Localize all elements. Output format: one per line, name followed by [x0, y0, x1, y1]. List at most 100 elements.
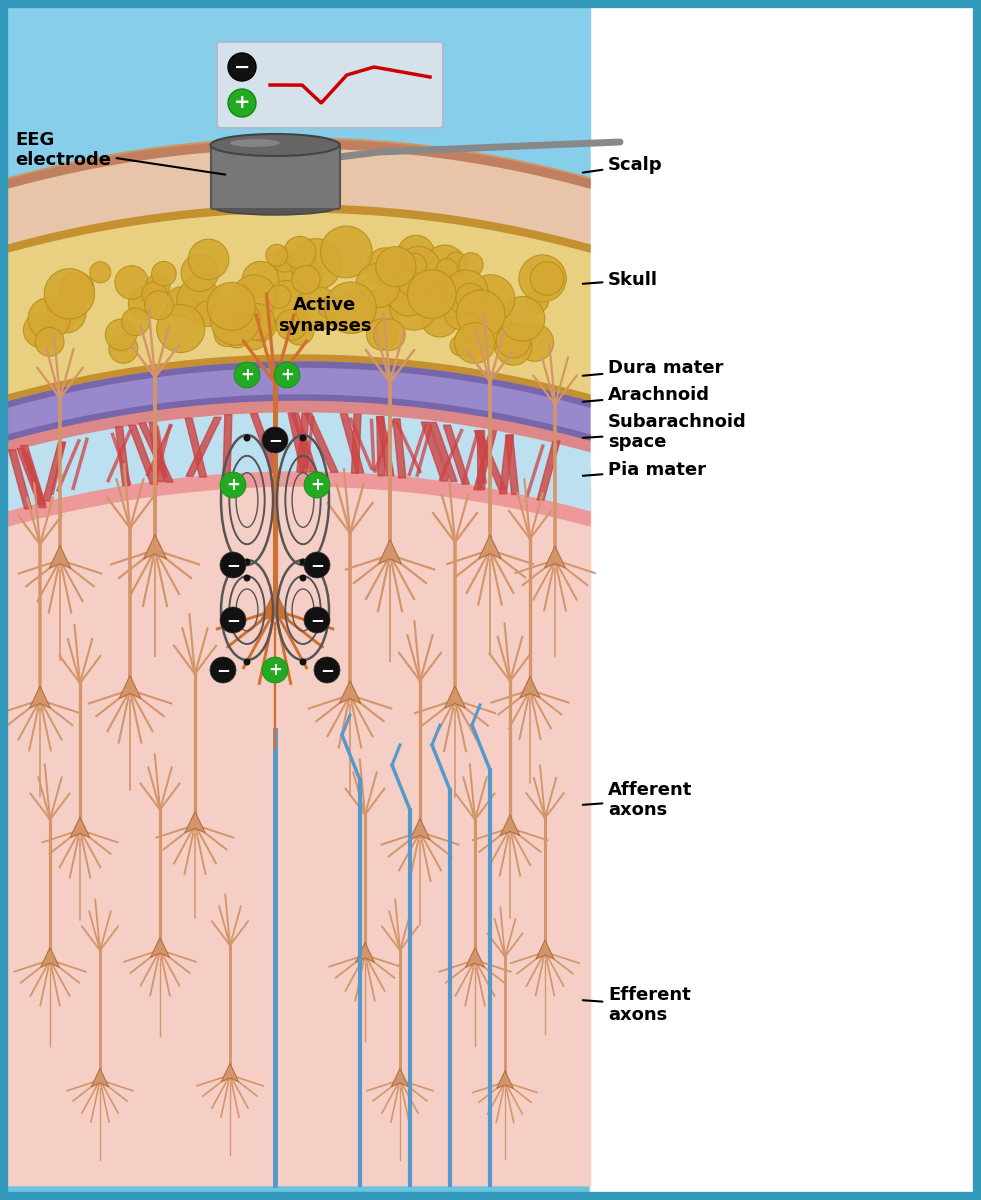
Polygon shape [474, 431, 496, 490]
Text: −: − [310, 556, 324, 574]
Polygon shape [536, 940, 554, 959]
Circle shape [387, 274, 430, 316]
Polygon shape [288, 413, 308, 472]
Polygon shape [379, 540, 401, 564]
Circle shape [304, 472, 330, 498]
Circle shape [367, 248, 404, 286]
Polygon shape [8, 14, 590, 180]
Polygon shape [8, 362, 590, 440]
Circle shape [185, 274, 213, 301]
Polygon shape [8, 205, 590, 402]
Circle shape [333, 292, 374, 334]
Polygon shape [29, 686, 50, 708]
Circle shape [478, 313, 513, 348]
Text: Arachnoid: Arachnoid [583, 386, 710, 404]
Polygon shape [8, 400, 590, 452]
Polygon shape [340, 414, 364, 473]
Circle shape [496, 324, 531, 358]
Bar [8, 0, 590, 145]
Text: Scalp: Scalp [583, 156, 662, 174]
Circle shape [314, 658, 340, 683]
Circle shape [424, 245, 466, 287]
Polygon shape [9, 450, 31, 509]
Circle shape [220, 607, 246, 634]
Text: +: + [233, 94, 250, 113]
Circle shape [276, 310, 307, 341]
Circle shape [500, 296, 544, 341]
Circle shape [519, 254, 566, 302]
Text: −: − [320, 661, 334, 679]
Text: −: − [226, 556, 240, 574]
Text: −: − [310, 611, 324, 629]
Circle shape [401, 253, 427, 278]
Polygon shape [17, 449, 46, 508]
Polygon shape [430, 422, 457, 481]
Circle shape [304, 607, 330, 634]
Polygon shape [71, 817, 90, 838]
Circle shape [291, 265, 320, 294]
Circle shape [396, 246, 440, 290]
Polygon shape [8, 362, 590, 407]
Circle shape [389, 281, 439, 330]
Circle shape [407, 270, 456, 318]
Text: +: + [280, 366, 294, 384]
Circle shape [443, 292, 483, 330]
Circle shape [177, 277, 221, 322]
Circle shape [374, 319, 405, 350]
Polygon shape [185, 811, 205, 833]
Polygon shape [8, 138, 590, 186]
Circle shape [413, 266, 447, 301]
Circle shape [151, 262, 177, 286]
Circle shape [115, 265, 148, 299]
Polygon shape [339, 680, 361, 703]
Circle shape [299, 558, 306, 565]
Circle shape [516, 324, 553, 361]
Circle shape [243, 326, 266, 349]
Circle shape [166, 287, 197, 318]
Circle shape [325, 282, 377, 334]
Circle shape [243, 434, 250, 442]
FancyBboxPatch shape [217, 42, 443, 128]
Polygon shape [8, 413, 590, 512]
Polygon shape [537, 440, 560, 500]
Text: Efferent
axons: Efferent axons [583, 985, 691, 1025]
Circle shape [496, 323, 531, 356]
Text: Active
synapses: Active synapses [279, 296, 372, 335]
Polygon shape [520, 677, 541, 698]
Polygon shape [377, 416, 385, 475]
Ellipse shape [211, 134, 339, 156]
Text: −: − [226, 611, 240, 629]
Circle shape [122, 308, 149, 336]
Circle shape [355, 264, 399, 307]
Circle shape [214, 322, 239, 347]
Circle shape [530, 262, 564, 295]
Circle shape [181, 254, 219, 292]
Text: Pia mater: Pia mater [583, 461, 706, 479]
Polygon shape [475, 431, 506, 490]
Polygon shape [151, 937, 170, 958]
Circle shape [105, 319, 136, 350]
Polygon shape [356, 942, 375, 962]
Polygon shape [410, 818, 430, 840]
Circle shape [207, 282, 255, 330]
Circle shape [264, 281, 311, 328]
Circle shape [321, 226, 372, 278]
Circle shape [437, 283, 472, 318]
Polygon shape [377, 416, 394, 475]
Polygon shape [8, 355, 590, 402]
Circle shape [397, 270, 423, 295]
Polygon shape [291, 413, 317, 472]
Circle shape [459, 253, 483, 277]
Circle shape [276, 252, 322, 298]
Polygon shape [116, 427, 129, 486]
Circle shape [24, 313, 58, 348]
Polygon shape [120, 676, 141, 698]
Circle shape [454, 323, 495, 364]
Bar [8, 491, 590, 1186]
Circle shape [290, 239, 341, 290]
Circle shape [274, 362, 300, 388]
Circle shape [142, 282, 167, 307]
Circle shape [262, 427, 288, 452]
Circle shape [437, 258, 457, 280]
Polygon shape [49, 546, 71, 569]
